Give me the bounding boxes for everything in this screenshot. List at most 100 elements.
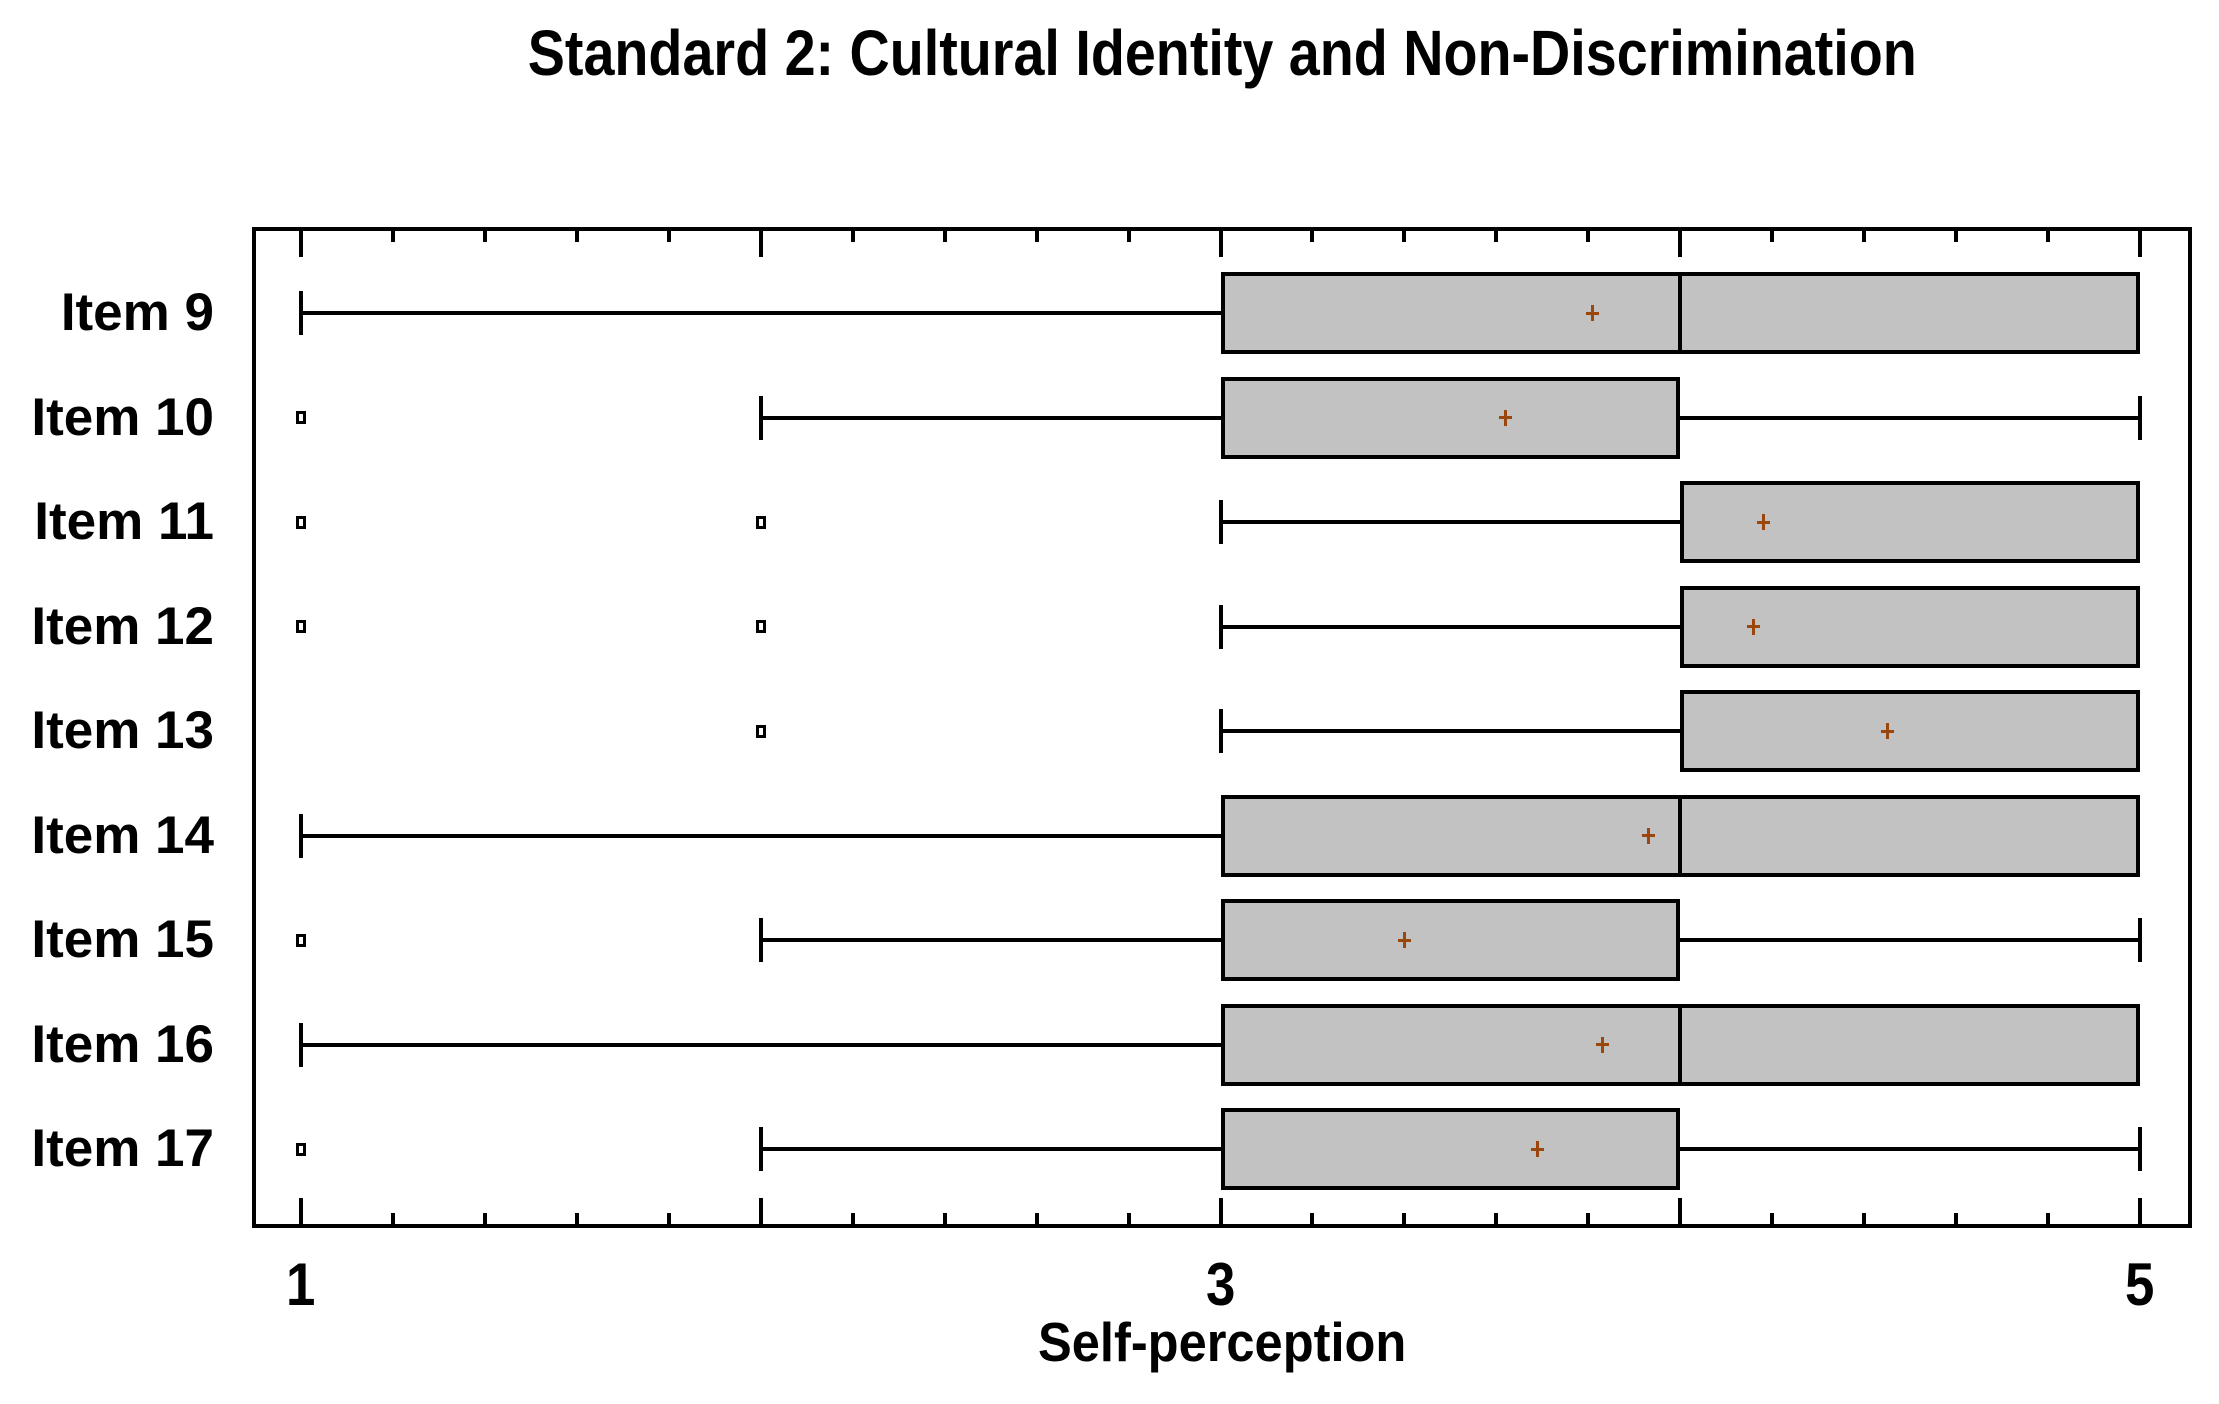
whisker-cap [758,918,763,962]
x-tick-label-text: 3 [1205,1251,1236,1318]
minor-tick-top [1034,231,1039,242]
whisker-cap [1218,604,1223,649]
whisker-cap [2138,395,2142,440]
whisker-line [1680,1147,2140,1151]
major-tick-top [1218,231,1223,257]
minor-tick-bottom [666,1213,671,1224]
mean-marker [1756,520,1770,524]
minor-tick-top [1862,231,1867,242]
row-label: Item 10 [31,387,214,447]
box [1220,899,1681,981]
outlier-marker [755,620,766,633]
whisker-cap [1218,709,1223,753]
outlier-marker [296,933,306,947]
outlier-marker [296,620,306,633]
whisker-cap [299,291,303,335]
minor-tick-top [942,231,947,242]
mean-marker [1397,938,1411,942]
median-line [1678,1007,1683,1082]
x-tick-label: 5 [2060,1250,2219,1319]
minor-tick-bottom [1770,1213,1775,1224]
mean-marker [1641,834,1655,837]
minor-tick-bottom [1586,1213,1591,1224]
mean-marker [1531,1147,1545,1151]
x-tick-label: 1 [221,1250,381,1319]
major-tick-bottom [1678,1198,1683,1224]
minor-tick-top [1954,231,1959,242]
minor-tick-top [850,231,855,242]
minor-tick-bottom [1954,1213,1959,1224]
whisker-cap [299,813,303,858]
whisker-line [1220,624,1681,629]
minor-tick-bottom [1310,1213,1315,1224]
box [1220,1108,1681,1190]
minor-tick-bottom [850,1213,855,1224]
minor-tick-top [1310,231,1315,242]
row-label: Item 13 [31,701,214,760]
major-tick-top [299,231,303,257]
minor-tick-bottom [1402,1213,1407,1224]
whisker-line [760,415,1221,420]
outlier-marker [296,411,306,424]
minor-tick-bottom [1034,1213,1039,1224]
major-tick-bottom [2138,1198,2142,1224]
chart-title-text: Standard 2: Cultural Identity and Non-Di… [527,17,1917,89]
minor-tick-top [1494,231,1499,242]
minor-tick-top [1586,231,1591,242]
major-tick-top [1678,231,1683,257]
whisker-line [1220,729,1681,733]
mean-marker [1595,1043,1609,1046]
row-label: Item 11 [34,492,214,551]
median-line [1678,276,1683,350]
outlier-marker [296,1142,306,1156]
whisker-cap [758,395,763,440]
row-label: Item 16 [31,1014,214,1074]
whisker-line [1680,938,2140,942]
major-tick-bottom [1218,1198,1223,1224]
minor-tick-top [390,231,395,242]
minor-tick-top [2046,231,2051,242]
minor-tick-bottom [1862,1213,1867,1224]
row-label: Item 14 [31,805,214,865]
whisker-line [760,1147,1221,1151]
minor-tick-bottom [1494,1213,1499,1224]
major-tick-bottom [758,1198,763,1224]
whisker-cap [1218,500,1223,544]
box [1680,690,2140,772]
outlier-marker [755,515,766,529]
minor-tick-top [1770,231,1775,242]
minor-tick-top [1402,231,1407,242]
x-tick-label-text: 1 [286,1251,316,1318]
mean-marker [1747,625,1761,628]
minor-tick-bottom [482,1213,487,1224]
whisker-line [1680,415,2140,420]
major-tick-top [2138,231,2142,257]
major-tick-bottom [299,1198,303,1224]
whisker-cap [758,1127,763,1171]
box [1220,376,1681,459]
minor-tick-bottom [2046,1213,2051,1224]
median-line [1678,798,1683,873]
minor-tick-top [482,231,487,242]
whisker-line [301,833,1221,838]
whisker-cap [2138,1127,2142,1171]
row-label: Item 9 [60,283,214,342]
minor-tick-bottom [942,1213,947,1224]
mean-marker [1586,311,1600,315]
whisker-cap [2138,918,2142,962]
x-axis-title-text: Self-perception [1037,1311,1407,1373]
minor-tick-top [574,231,579,242]
row-label: Item 15 [31,910,214,969]
outlier-marker [755,724,766,738]
minor-tick-top [1126,231,1131,242]
whisker-line [760,938,1221,942]
minor-tick-bottom [390,1213,395,1224]
minor-tick-bottom [1126,1213,1131,1224]
outlier-marker [296,515,306,529]
x-tick-label-text: 5 [2125,1251,2155,1318]
whisker-line [301,1042,1221,1047]
minor-tick-bottom [574,1213,579,1224]
whisker-line [301,311,1221,315]
mean-marker [1499,416,1513,419]
major-tick-top [758,231,763,257]
